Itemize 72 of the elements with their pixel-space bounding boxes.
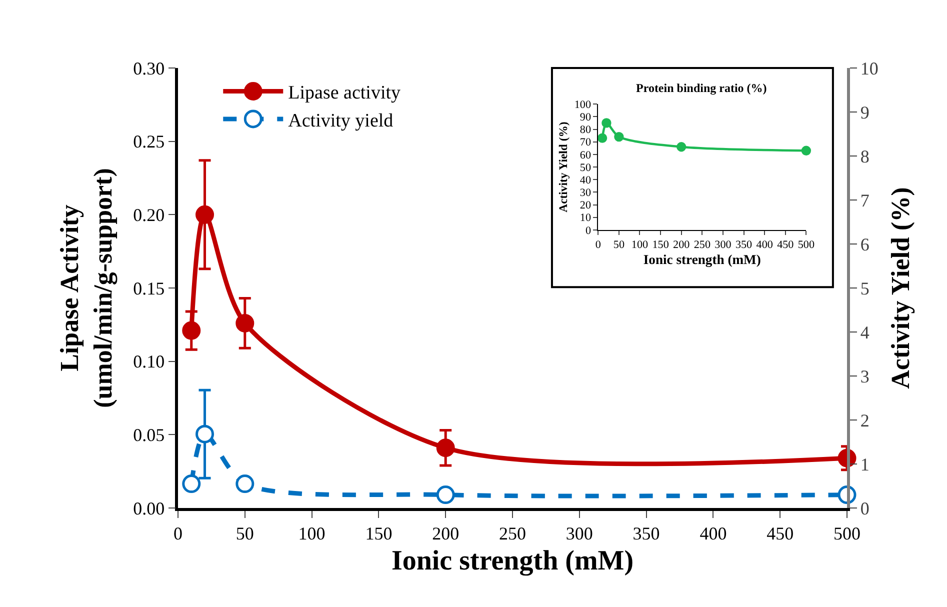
x-tick-label: 0 — [595, 239, 602, 252]
y-tick-label: 0.15 — [133, 278, 165, 298]
point — [436, 486, 455, 504]
x-tick-label: 400 — [756, 239, 774, 252]
x-tick-label: 500 — [834, 523, 860, 544]
x-tick-label: 500 — [798, 239, 815, 252]
y2-tick-label: 2 — [860, 410, 870, 430]
x-tick-label: 150 — [365, 523, 392, 544]
y-tick-label: 100 — [574, 98, 592, 111]
y-axis-title: Lipase Activity (umol/min/g-support) — [54, 168, 118, 408]
y-tick-label: 0.10 — [133, 352, 165, 372]
x-tick-label: 200 — [673, 239, 690, 252]
y-axis-title: Activity Yield (%) — [556, 122, 570, 212]
x-tick-label: 400 — [700, 523, 727, 544]
point — [196, 205, 214, 224]
y2-tick-label: 4 — [860, 322, 870, 342]
point — [236, 474, 254, 494]
point — [602, 118, 612, 128]
point — [196, 424, 214, 444]
x-tick-label: 50 — [613, 239, 625, 252]
y-tick-label: 0.00 — [133, 498, 165, 518]
x-tick-label: 350 — [735, 239, 753, 252]
y-tick-label: 0.20 — [133, 204, 165, 225]
y2-tick-label: 9 — [860, 102, 870, 122]
y-tick-label: 50 — [580, 162, 592, 174]
y2-tick-label: 6 — [860, 234, 870, 254]
y2-tick-label: 3 — [860, 366, 870, 386]
y2-tick-label: 1 — [860, 454, 870, 474]
x-tick-label: 450 — [777, 239, 794, 252]
point — [676, 142, 686, 152]
y2-tick-label: 8 — [860, 146, 870, 166]
x-tick-label: 150 — [652, 239, 670, 252]
y-tick-label: 90 — [580, 112, 592, 124]
y-tick-label: 20 — [580, 200, 592, 212]
point — [801, 146, 812, 156]
y-tick-label: 70 — [580, 136, 592, 149]
legend-label: Lipase activity — [288, 82, 402, 104]
x-tick-label: 350 — [632, 523, 660, 544]
x-axis-title: Ionic strength (mM) — [643, 252, 761, 268]
y2-tick-label: 7 — [860, 190, 870, 210]
y-tick-label: 0.05 — [133, 424, 165, 445]
x-tick-label: 100 — [631, 239, 649, 252]
y-tick-label: 60 — [580, 149, 592, 162]
point — [182, 474, 201, 494]
y-tick-label: 30 — [580, 187, 592, 200]
x-tick-label: 450 — [766, 523, 794, 544]
point — [436, 438, 455, 458]
y-tick-label: 0 — [585, 224, 592, 237]
y-tick-label: 0.30 — [133, 58, 165, 78]
x-tick-label: 250 — [694, 239, 711, 252]
x-tick-label: 200 — [432, 523, 460, 544]
x-tick-label: 0 — [174, 523, 182, 544]
x-tick-label: 50 — [236, 523, 254, 544]
x-tick-label: 300 — [566, 523, 593, 544]
point — [597, 133, 608, 143]
x-tick-label: 300 — [714, 239, 732, 252]
y-tick-label: 40 — [580, 174, 592, 186]
y-tick-label: 0.25 — [133, 132, 165, 152]
y2-tick-label: 10 — [860, 58, 878, 78]
y-tick-label: 10 — [580, 212, 592, 224]
point — [182, 321, 201, 340]
point — [614, 132, 624, 142]
point — [236, 314, 254, 332]
chart-title: Protein binding ratio (%) — [636, 81, 767, 95]
x-axis-title: Ionic strength (mM) — [391, 545, 634, 576]
y2-axis-title: Activity Yield (%) — [886, 187, 916, 389]
y-tick-label: 80 — [580, 124, 592, 136]
x-tick-label: 250 — [499, 523, 526, 544]
x-tick-label: 100 — [298, 523, 326, 544]
legend-label: Activity yield — [288, 110, 394, 132]
y2-tick-label: 5 — [860, 278, 870, 298]
y2-tick-label: 0 — [860, 498, 870, 518]
